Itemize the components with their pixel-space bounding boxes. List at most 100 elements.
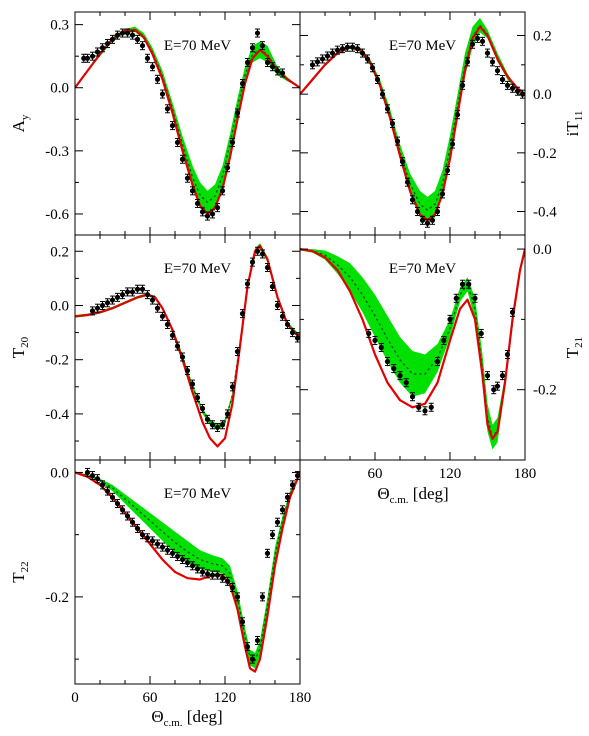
data-marker [214,572,221,578]
data-point [369,63,376,73]
x-axis-title-2: Θc.m. [deg] [377,484,448,506]
data-point [89,51,96,61]
data-point [104,486,111,496]
data-point [289,480,296,490]
data-marker [264,264,271,271]
plot-area [300,248,525,450]
data-marker [422,408,428,414]
data-marker [479,38,486,44]
data-marker [416,404,422,410]
data-point [264,548,271,558]
data-marker [109,36,116,42]
data-marker [84,55,91,61]
data-marker [199,569,206,575]
data-point [384,104,391,114]
x-axis-title: Θc.m. [deg] [151,707,222,729]
data-point [403,378,409,388]
data-marker [104,488,111,494]
data-point [204,211,211,221]
data-marker [189,563,196,569]
data-marker [239,619,246,625]
data-point [439,189,446,199]
energy-label: E=70 MeV [164,486,231,502]
data-marker [514,88,521,94]
data-point [124,511,131,521]
data-point [164,104,171,114]
data-marker [204,416,211,422]
uncertainty-band [75,26,300,215]
data-marker [134,525,141,532]
data-point [209,420,216,430]
data-marker [189,188,196,194]
data-marker [204,213,211,219]
data-point [174,551,181,561]
data-point [479,36,486,46]
data-marker [314,59,321,65]
data-marker [164,321,171,328]
data-marker [99,482,106,488]
data-point [399,157,406,167]
data-point [149,536,156,546]
data-point [344,42,351,52]
data-point [109,34,116,44]
data-marker [119,507,126,513]
data-point [189,186,196,196]
data-point [244,57,251,67]
data-marker [499,76,506,83]
data-marker [184,367,191,374]
data-marker [124,513,131,519]
data-point [204,569,211,579]
data-point [254,246,261,256]
band-dotted-curve [75,471,300,662]
data-marker [491,387,497,393]
panel-t22: 0 60 120 180 -0.2 0.0 E=70 MeV T22 [9,459,311,706]
data-point [199,403,206,413]
data-point [372,335,378,345]
data-point [379,89,386,99]
data-marker [209,211,216,217]
data-marker [224,578,231,584]
y-tick-label: -0.3 [45,144,69,160]
data-point [154,74,161,84]
data-marker [239,80,246,87]
plot-area [75,243,300,448]
data-marker [174,343,181,349]
data-point [374,74,381,84]
data-marker [204,571,211,577]
data-marker [279,70,286,76]
data-marker [169,332,176,338]
data-marker [339,46,346,52]
data-marker [194,395,201,401]
data-point [249,257,256,267]
data-marker [489,59,496,65]
data-marker [154,76,161,82]
data-marker [179,354,186,360]
data-point [484,48,491,58]
data-point [366,328,372,338]
data-marker [249,45,256,51]
data-marker [254,30,261,36]
data-point [94,474,101,484]
data-marker [474,35,481,42]
data-marker [354,46,361,52]
uncertainty-band [300,17,525,224]
data-point [189,561,196,571]
data-marker [119,30,126,36]
data-point [259,249,266,259]
y-tick-label: -0.6 [45,207,69,223]
data-marker [134,286,141,292]
data-marker [403,380,409,386]
data-point [159,89,166,99]
data-point [219,573,226,583]
data-marker [244,281,251,287]
data-marker [234,594,241,600]
y-tick-label: -0.4 [533,205,557,221]
data-marker [269,532,276,538]
data-point [319,54,326,64]
data-point [144,533,151,543]
data-marker [404,179,411,185]
y-tick-label: 0.0 [50,465,69,481]
data-point [234,347,241,357]
y-tick-label: 0.0 [533,242,552,258]
data-point [249,654,256,664]
